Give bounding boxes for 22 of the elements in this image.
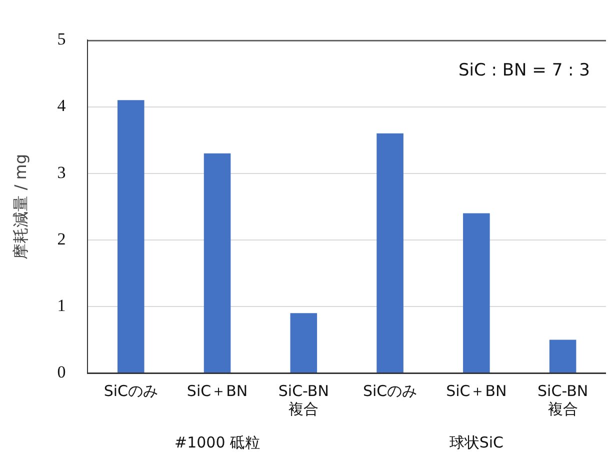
x-tick-label: SiC＋BN: [446, 382, 507, 400]
x-tick-label: SiCのみ: [104, 382, 158, 400]
bar: [376, 133, 404, 372]
y-tick-label: 1: [57, 296, 66, 315]
annotation: SiC : BN = 7 : 3: [458, 60, 590, 81]
text: 球状SiC: [449, 433, 504, 452]
bar: [549, 340, 576, 372]
y-tick-label: 5: [57, 30, 66, 49]
bar: [290, 313, 318, 372]
x-tick-label: SiC-BN 複合: [538, 382, 588, 418]
bar: [463, 213, 490, 372]
y-tick-label: 3: [57, 162, 66, 182]
x-tick-label: SiCのみ: [362, 382, 418, 400]
x-tick-label: SiC＋BN: [186, 382, 248, 400]
y-tick-label: 4: [57, 96, 66, 116]
y-tick-label: 0: [57, 362, 66, 382]
bar: [118, 100, 144, 372]
bar: [204, 153, 231, 372]
text: #1000 砥粒: [174, 433, 260, 452]
y-tick-label: 2: [57, 229, 66, 248]
y-axis-title: 摩耗減量 / mg: [10, 154, 30, 260]
x-tick-label: SiC-BN 複合: [278, 382, 329, 418]
